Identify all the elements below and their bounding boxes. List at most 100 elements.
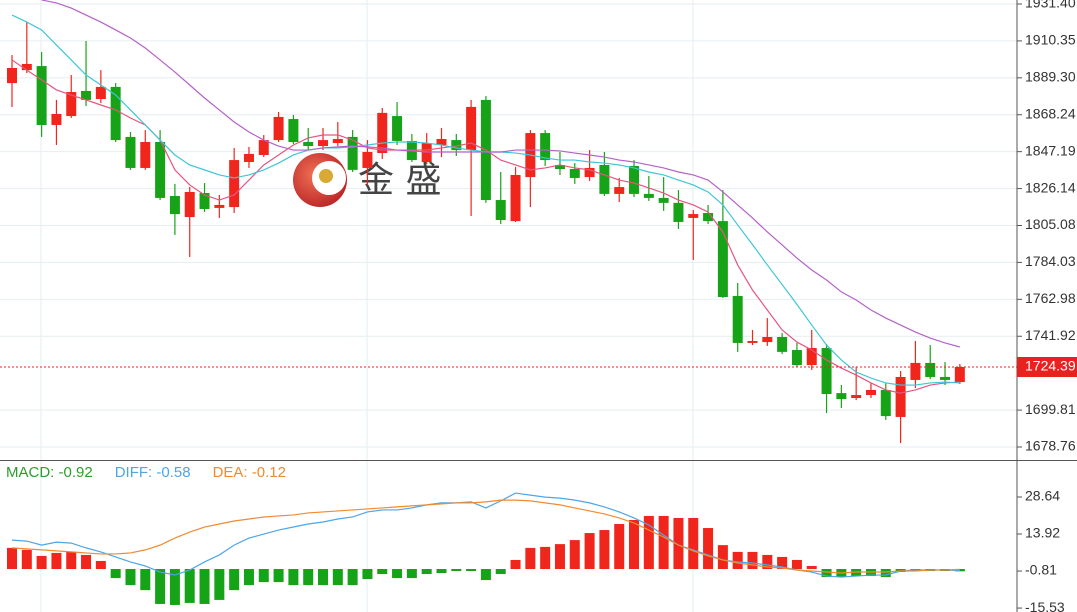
macd-panel (7, 492, 965, 605)
indicator-line (11, 59, 960, 394)
candle-body (125, 136, 136, 168)
macd-bar (466, 569, 477, 572)
price-panel (0, 0, 1017, 444)
macd-bar (762, 554, 773, 570)
candle-body (66, 92, 77, 117)
legend-label: MACD: -0.92 (6, 464, 93, 481)
candle-body (140, 141, 151, 168)
macd-bar (717, 545, 728, 570)
candle-body (21, 63, 32, 71)
candle-body (599, 164, 610, 194)
legend-label: DEA: -0.12 (213, 464, 286, 481)
candle-body (214, 204, 225, 208)
candle-body (199, 193, 210, 209)
y-tick-label: 1910.35 (1025, 32, 1076, 48)
macd-bar (318, 569, 329, 586)
macd-bar (643, 515, 654, 570)
candle-body (81, 90, 92, 100)
macd-bar (747, 551, 758, 570)
y-tick-label: 1826.14 (1025, 179, 1076, 195)
macd-bar (66, 551, 77, 570)
macd-bar (288, 569, 299, 586)
candle-body (540, 133, 551, 161)
macd-bar (110, 569, 121, 579)
candle-body (777, 336, 788, 352)
y-tick-label: 1678.76 (1025, 438, 1076, 454)
candle-body (451, 140, 462, 151)
macd-bar (554, 544, 565, 570)
candle-body (762, 336, 773, 343)
y-tick-label: 1847.19 (1025, 142, 1076, 158)
macd-bar (214, 569, 225, 600)
macd-bar (880, 569, 891, 578)
candle-body (184, 191, 195, 218)
macd-bar (332, 569, 343, 586)
macd-bar (155, 569, 166, 604)
candle-body (940, 376, 951, 380)
candle-body (732, 295, 743, 343)
y-tick-label: -15.53 (1025, 599, 1065, 612)
macd-bar (199, 569, 210, 604)
macd-bar (732, 551, 743, 570)
indicator-line (41, 0, 960, 348)
candle-body (821, 348, 832, 394)
y-tick-label: 1868.24 (1025, 105, 1076, 121)
y-tick-label: 1741.92 (1025, 327, 1076, 343)
macd-bar (258, 569, 269, 583)
candle-body (332, 139, 343, 144)
y-tick-label: 1805.08 (1025, 216, 1076, 232)
y-tick-label: -0.81 (1025, 562, 1057, 578)
candle-body (954, 366, 965, 383)
y-tick-label: 1762.98 (1025, 290, 1076, 306)
macd-bar (673, 517, 684, 570)
candle-body (377, 112, 388, 154)
candle-body (436, 139, 447, 145)
macd-bar (51, 552, 62, 570)
macd-bar (243, 569, 254, 586)
candle-body (347, 136, 358, 170)
macd-bar (540, 546, 551, 570)
indicator-line (11, 499, 960, 574)
macd-bar (584, 533, 595, 570)
macd-bar (451, 569, 462, 572)
macd-bar (777, 556, 788, 570)
macd-bar (362, 569, 373, 580)
macd-bar (406, 569, 417, 579)
macd-bar (95, 560, 106, 570)
legend-label: DIFF: -0.58 (115, 464, 191, 481)
candle-body (169, 196, 180, 215)
candle-body (36, 66, 47, 125)
candle-body (658, 197, 669, 203)
macd-bar (7, 547, 17, 570)
candle-body (673, 202, 684, 222)
candle-body (688, 214, 699, 218)
macd-bar (658, 515, 669, 570)
candle-body (466, 106, 477, 151)
macd-bar (688, 517, 699, 570)
candle-body (925, 362, 936, 377)
candle-body (155, 141, 166, 198)
last-price-box (1017, 356, 1077, 377)
macd-bar (510, 559, 521, 570)
candle-body (895, 376, 906, 417)
candle-body (791, 349, 802, 366)
y-tick-label: 1784.03 (1025, 253, 1076, 269)
grid (0, 0, 1017, 612)
candle-body (910, 362, 921, 380)
candle-body (273, 116, 284, 141)
candle-body (717, 221, 728, 298)
candle-body (362, 151, 373, 168)
y-tick-label: 13.92 (1025, 525, 1060, 541)
candle-body (703, 213, 714, 222)
candle-body (110, 86, 121, 141)
candle-body (643, 193, 654, 198)
macd-bar (392, 569, 403, 579)
macd-bar (36, 555, 47, 570)
macd-bar (421, 569, 432, 575)
candle-body (806, 348, 817, 366)
macd-bar (614, 524, 625, 570)
